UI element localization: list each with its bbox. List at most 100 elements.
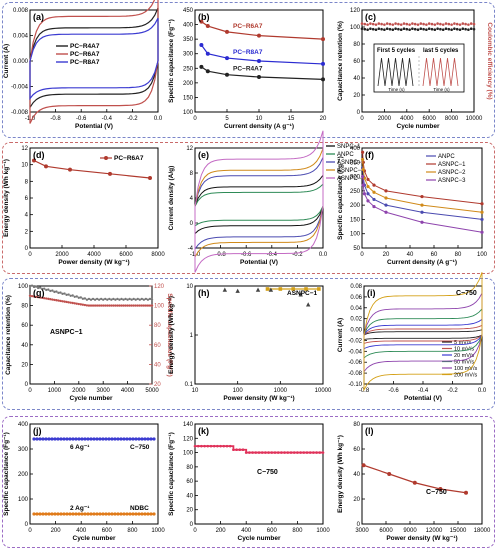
point-capacitance — [36, 295, 40, 299]
point-C−750 — [232, 448, 235, 452]
point-Capacitance retention — [467, 28, 470, 32]
point-C−750 — [254, 451, 258, 454]
x-tick-label-b: 15 — [288, 116, 295, 122]
panel-h: 10 100 1000 10000 0.1 1 10 Power density (W kg⁻… — [168, 284, 332, 402]
point-NDBC — [125, 512, 129, 516]
point-Coulombic efficiency — [425, 23, 428, 26]
x-tick-label-d: 0 — [28, 252, 32, 258]
point-Capacitance retention — [397, 27, 400, 31]
point-capacitance — [91, 304, 95, 307]
point-Coulombic efficiency — [455, 22, 459, 26]
x-tick-label-i: 0.0 — [478, 388, 487, 394]
y-axis-label-g: Capacitance retention (%) — [5, 295, 12, 375]
point-Coulombic efficiency — [391, 23, 395, 26]
point-C−750 — [101, 437, 105, 441]
point-ASNPC−1 — [372, 183, 376, 187]
point-retention — [63, 292, 66, 295]
y-tick-label-c: 80 — [353, 42, 360, 48]
y-tick-label-d: 6 — [25, 196, 29, 202]
point-C−750 — [318, 451, 322, 454]
point-retention — [73, 295, 76, 298]
point-capacitance — [148, 304, 152, 307]
point-Capacitance retention — [377, 27, 381, 31]
point-NDBC — [137, 512, 141, 516]
point-retention — [41, 287, 44, 291]
point-PC−R6A7 — [205, 24, 210, 29]
point-retention — [144, 297, 148, 301]
point-C−750 — [140, 437, 144, 441]
y-tick-label-c: 120 — [350, 8, 361, 14]
y2-tick-label-g: 100 — [154, 304, 165, 310]
y-tick-label-b: 300 — [183, 52, 194, 58]
point-C−750 — [200, 444, 203, 448]
point-ANPC — [372, 197, 376, 202]
legend-label: ASNPC−3 — [438, 178, 466, 184]
y-tick-label-f: 400 — [350, 146, 361, 152]
point-Coulombic efficiency — [458, 23, 462, 26]
cv-curve-ASNPC−2 — [194, 148, 324, 259]
y-tick-label-l: 80 — [353, 422, 360, 428]
point-C−750 — [292, 451, 296, 454]
inset-xlabel: Time (s) — [388, 87, 405, 92]
y-tick-label-c: 0 — [357, 110, 361, 116]
y-axis-label-h: Energy density (Wh kg⁻¹) — [168, 296, 175, 374]
point-capacitance — [59, 299, 62, 303]
point-NDBC — [32, 512, 36, 516]
point-capacitance — [140, 304, 144, 307]
point-capacitance — [34, 295, 38, 299]
point-capacitance — [124, 304, 127, 307]
point-ANPC — [480, 217, 484, 222]
point-capacitance — [108, 304, 111, 307]
x-tick-label-i: -0.6 — [388, 388, 399, 394]
plot-frame-g — [29, 285, 153, 385]
inset-label-last: last 5 cycles — [423, 48, 459, 54]
point-retention — [142, 298, 146, 301]
point-ASNPC−1 — [278, 287, 283, 291]
x-tick-label-d: 6000 — [119, 252, 133, 258]
point-Capacitance retention — [402, 27, 406, 31]
x-tick-label-g: 5000 — [145, 388, 159, 394]
point-capacitance — [51, 298, 54, 301]
point-Capacitance retention — [441, 28, 445, 32]
y-axis-label-d: Energy density (Wh kg⁻¹) — [3, 159, 10, 237]
point-Capacitance retention — [363, 27, 367, 31]
y-tick-label-b: 450 — [183, 8, 194, 14]
point-Coulombic efficiency — [371, 22, 375, 26]
point-retention — [120, 297, 123, 301]
point-retention — [118, 298, 121, 301]
point-capacitance — [142, 304, 146, 307]
y-tick-label-d: 4 — [25, 213, 29, 219]
point-C−750 — [302, 451, 306, 454]
legend-label: 200 mV/s — [454, 373, 477, 379]
point-C−750 — [44, 437, 48, 441]
point-C−750 — [80, 437, 84, 441]
point-Capacitance retention — [416, 28, 420, 32]
point-PC−R6A7 — [44, 164, 48, 169]
y-tick-label-g: 80 — [21, 304, 28, 310]
point-capacitance — [99, 304, 103, 307]
point-Coulombic efficiency — [453, 22, 456, 25]
point-Coulombic efficiency — [374, 23, 378, 26]
panel-label-j: (j) — [33, 426, 42, 436]
point-C−750 — [203, 444, 206, 448]
panel-label-k: (k) — [198, 426, 209, 436]
x-tick-label-a: -0.4 — [102, 116, 113, 122]
y-tick-label-k: 60 — [186, 479, 193, 485]
point-NDBC — [152, 512, 156, 516]
point-C−750 — [248, 451, 251, 454]
point-Capacitance retention — [380, 27, 383, 31]
point-retention — [32, 285, 36, 289]
point-Coulombic efficiency — [360, 22, 364, 25]
point-capacitance — [95, 304, 99, 307]
point-Coulombic efficiency — [380, 22, 383, 26]
x-tick-label-l: 12000 — [426, 528, 443, 534]
y-tick-label-b: 400 — [183, 23, 194, 29]
point-capacitance — [28, 294, 32, 297]
point-Coulombic efficiency — [408, 23, 411, 26]
row-frame-4 — [2, 416, 495, 548]
y-tick-label-k: 120 — [183, 436, 194, 442]
point-capacitance — [79, 303, 83, 306]
point-capacitance — [93, 304, 97, 307]
point-retention — [79, 296, 83, 299]
point-retention — [132, 297, 135, 301]
